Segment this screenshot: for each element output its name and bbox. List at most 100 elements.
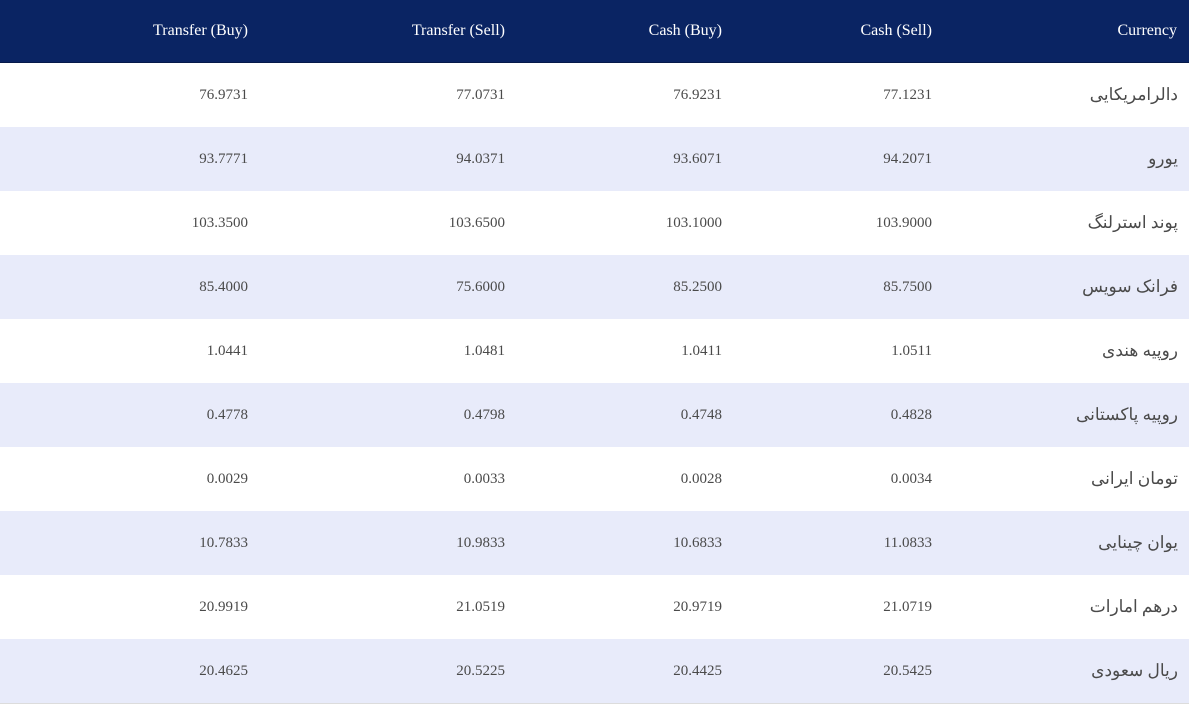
- transfer-sell-cell-value: 20.5225: [456, 662, 505, 679]
- transfer-buy-cell-value: 0.4778: [206, 406, 248, 423]
- header-transfer-sell-label: Transfer (Sell): [411, 22, 505, 39]
- cash-sell-cell-value: 85.7500: [883, 278, 932, 295]
- cash-sell-cell-value: 77.1231: [883, 86, 932, 103]
- header-currency: Currency: [932, 0, 1189, 63]
- transfer-buy-cell-value: 0.0029: [206, 470, 248, 487]
- cash-sell-cell: 94.2071: [722, 127, 932, 191]
- table-row: 20.4625 20.5225 20.4425 20.5425 ریال سعودی: [0, 639, 1189, 704]
- currency-name-cell: یورو: [932, 127, 1189, 191]
- transfer-sell-cell-value: 10.9833: [456, 534, 505, 551]
- cash-buy-cell: 103.1000: [505, 191, 722, 255]
- cash-sell-cell-value: 20.5425: [883, 662, 932, 679]
- cash-buy-cell-value: 20.9719: [673, 598, 722, 615]
- cash-sell-cell-value: 1.0511: [891, 342, 932, 359]
- table-row: 20.9919 21.0519 20.9719 21.0719 درهم امارات: [0, 575, 1189, 639]
- header-transfer-sell: Transfer (Sell): [248, 0, 505, 63]
- transfer-buy-cell: 1.0441: [0, 319, 248, 383]
- currency-name-cell-value: فرانک سویس: [1082, 277, 1178, 296]
- cash-buy-cell-value: 10.6833: [673, 534, 722, 551]
- currency-name-cell: ریال سعودی: [932, 639, 1189, 704]
- transfer-buy-cell-value: 93.7771: [199, 150, 248, 167]
- currency-name-cell: یوان چینایی: [932, 511, 1189, 575]
- currency-name-cell-value: تومان ایرانی: [1091, 469, 1178, 488]
- table-row: 0.0029 0.0033 0.0028 0.0034 تومان ایرانی: [0, 447, 1189, 511]
- header-cash-sell: Cash (Sell): [722, 0, 932, 63]
- cash-buy-cell: 93.6071: [505, 127, 722, 191]
- currency-name-cell: درهم امارات: [932, 575, 1189, 639]
- cash-sell-cell: 0.4828: [722, 383, 932, 447]
- header-row: Transfer (Buy) Transfer (Sell) Cash (Buy…: [0, 0, 1189, 63]
- transfer-buy-cell-value: 20.9919: [199, 598, 248, 615]
- currency-name-cell-value: ریال سعودی: [1091, 661, 1178, 680]
- transfer-sell-cell-value: 75.6000: [456, 278, 505, 295]
- transfer-sell-cell-value: 1.0481: [463, 342, 505, 359]
- currency-name-cell: روپیه هندی: [932, 319, 1189, 383]
- cash-buy-cell-value: 1.0411: [681, 342, 722, 359]
- transfer-buy-cell: 20.9919: [0, 575, 248, 639]
- transfer-sell-cell: 21.0519: [248, 575, 505, 639]
- transfer-buy-cell-value: 1.0441: [206, 342, 248, 359]
- header-cash-sell-label: Cash (Sell): [860, 22, 932, 39]
- transfer-buy-cell-value: 103.3500: [191, 214, 248, 231]
- cash-buy-cell-value: 20.4425: [673, 662, 722, 679]
- transfer-buy-cell: 76.9731: [0, 62, 248, 127]
- transfer-sell-cell: 10.9833: [248, 511, 505, 575]
- transfer-sell-cell-value: 94.0371: [456, 150, 505, 167]
- transfer-sell-cell-value: 0.0033: [463, 470, 505, 487]
- transfer-sell-cell: 0.0033: [248, 447, 505, 511]
- table-row: 103.3500 103.6500 103.1000 103.9000 پوند است…: [0, 191, 1189, 255]
- cash-buy-cell-value: 0.0028: [680, 470, 722, 487]
- transfer-buy-cell: 0.0029: [0, 447, 248, 511]
- cash-sell-cell-value: 0.0034: [890, 470, 932, 487]
- transfer-buy-cell-value: 85.4000: [199, 278, 248, 295]
- cash-sell-cell-value: 11.0833: [883, 534, 932, 551]
- cash-sell-cell-value: 94.2071: [883, 150, 932, 167]
- cash-buy-cell-value: 103.1000: [665, 214, 722, 231]
- currency-name-cell-value: پوند استرلنگ: [1087, 213, 1178, 232]
- transfer-sell-cell-value: 77.0731: [456, 86, 505, 103]
- currency-name-cell-value: یورو: [1148, 149, 1178, 168]
- cash-sell-cell: 11.0833: [722, 511, 932, 575]
- header-cash-buy-label: Cash (Buy): [648, 22, 722, 39]
- cash-sell-cell: 0.0034: [722, 447, 932, 511]
- cash-sell-cell-value: 21.0719: [883, 598, 932, 615]
- table-row: 0.4778 0.4798 0.4748 0.4828 روپیه پاکستانی: [0, 383, 1189, 447]
- cash-buy-cell-value: 76.9231: [673, 86, 722, 103]
- table-row: 85.4000 75.6000 85.2500 85.7500 فرانک سویس: [0, 255, 1189, 319]
- header-cash-buy: Cash (Buy): [505, 0, 722, 63]
- cash-sell-cell-value: 103.9000: [875, 214, 932, 231]
- cash-sell-cell: 103.9000: [722, 191, 932, 255]
- transfer-sell-cell: 103.6500: [248, 191, 505, 255]
- transfer-buy-cell-value: 10.7833: [199, 534, 248, 551]
- transfer-sell-cell: 94.0371: [248, 127, 505, 191]
- table-row: 10.7833 10.9833 10.6833 11.0833 یوان چینایی: [0, 511, 1189, 575]
- cash-buy-cell-value: 0.4748: [680, 406, 722, 423]
- currency-name-cell-value: درهم امارات: [1089, 597, 1178, 616]
- currency-name-cell-value: روپیه پاکستانی: [1075, 405, 1178, 424]
- table-body: 76.9731 77.0731 76.9231 77.1231 دالرامریکایی…: [0, 62, 1189, 704]
- currency-name-cell: تومان ایرانی: [932, 447, 1189, 511]
- transfer-buy-cell: 0.4778: [0, 383, 248, 447]
- table-header: Transfer (Buy) Transfer (Sell) Cash (Buy…: [0, 0, 1189, 63]
- cash-sell-cell: 85.7500: [722, 255, 932, 319]
- currency-name-cell: روپیه پاکستانی: [932, 383, 1189, 447]
- cash-buy-cell: 20.4425: [505, 639, 722, 704]
- transfer-buy-cell: 85.4000: [0, 255, 248, 319]
- transfer-buy-cell-value: 20.4625: [199, 662, 248, 679]
- cash-buy-cell: 0.4748: [505, 383, 722, 447]
- cash-buy-cell: 20.9719: [505, 575, 722, 639]
- transfer-buy-cell: 20.4625: [0, 639, 248, 704]
- transfer-buy-cell-value: 76.9731: [199, 86, 248, 103]
- transfer-sell-cell: 1.0481: [248, 319, 505, 383]
- currency-name-cell: فرانک سویس: [932, 255, 1189, 319]
- currency-name-cell-value: دالرامریکایی: [1089, 85, 1178, 104]
- transfer-sell-cell: 75.6000: [248, 255, 505, 319]
- transfer-sell-cell-value: 103.6500: [448, 214, 505, 231]
- header-transfer-buy: Transfer (Buy): [0, 0, 248, 63]
- transfer-sell-cell: 77.0731: [248, 62, 505, 127]
- cash-buy-cell-value: 85.2500: [673, 278, 722, 295]
- cash-sell-cell: 77.1231: [722, 62, 932, 127]
- currency-name-cell: پوند استرلنگ: [932, 191, 1189, 255]
- cash-buy-cell: 10.6833: [505, 511, 722, 575]
